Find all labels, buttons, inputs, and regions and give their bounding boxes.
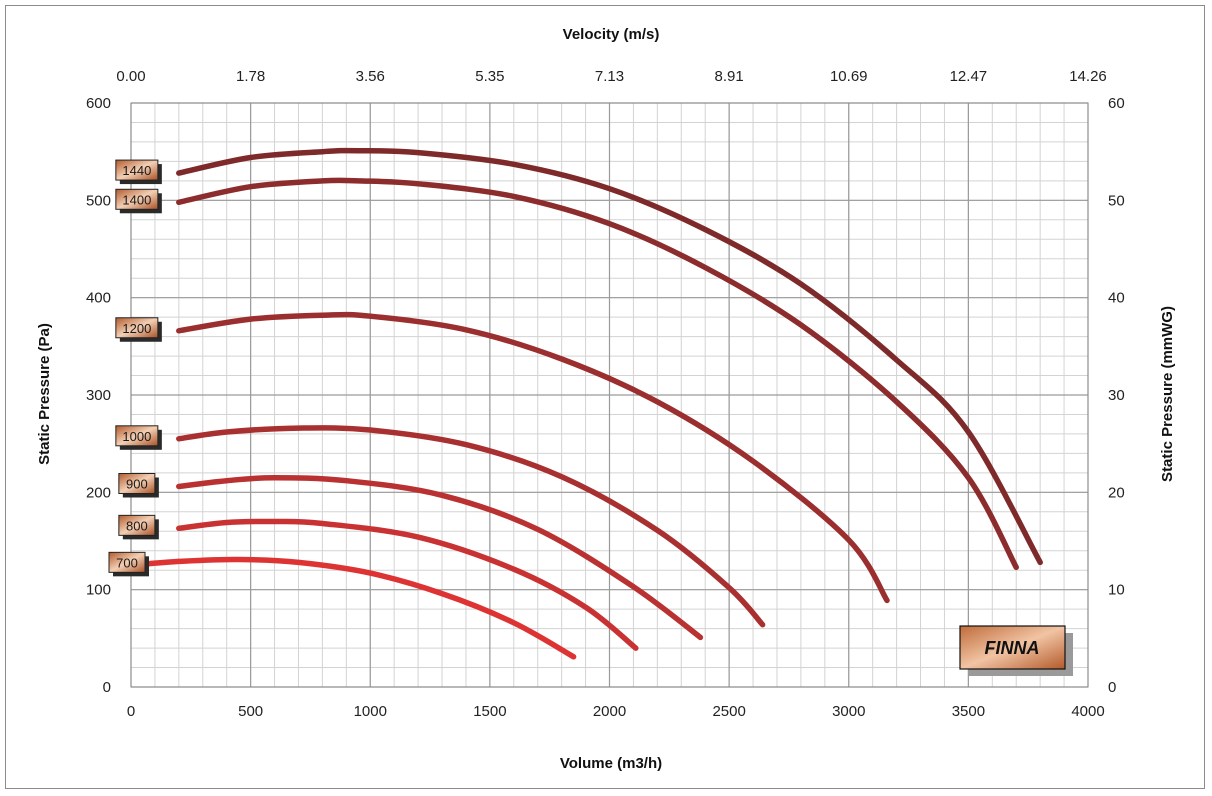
curve-label-1400: 1400 xyxy=(122,192,151,207)
velocity-tick-label: 14.26 xyxy=(1069,68,1107,85)
x-tick-label: 500 xyxy=(238,703,263,720)
curve-label-box xyxy=(118,472,156,494)
right-tick-label: 40 xyxy=(1108,290,1125,307)
x-axis-title: Volume (m3/h) xyxy=(560,755,662,772)
right-tick-label: 30 xyxy=(1108,387,1125,404)
x-axis-ticks: 0 500 1000 1500 2000 2500 3000 3500 4000 xyxy=(127,703,1105,720)
right-axis-title: Static Pressure (mmWG) xyxy=(1159,306,1176,482)
x-tick-label: 1000 xyxy=(354,703,387,720)
curve-label-900: 900 xyxy=(126,476,148,491)
brand-box xyxy=(959,625,1066,670)
curve-label-1200: 1200 xyxy=(122,321,151,336)
curve-label-box xyxy=(108,551,146,573)
y-tick-label: 300 xyxy=(86,387,111,404)
x-tick-label: 3500 xyxy=(952,703,985,720)
y-tick-label: 500 xyxy=(86,192,111,209)
curve-labels: 1440 1400 1200 1000 900 800 700 xyxy=(108,159,162,577)
right-tick-label: 20 xyxy=(1108,484,1125,501)
velocity-tick-label: 12.47 xyxy=(950,68,988,85)
velocity-tick-label: 0.00 xyxy=(116,68,145,85)
curve-1440 xyxy=(176,147,1043,566)
y-axis-ticks: 0 100 200 300 400 500 600 xyxy=(86,95,111,696)
curve-label-1000: 1000 xyxy=(122,429,151,444)
y-tick-label: 0 xyxy=(103,679,111,696)
right-tick-label: 10 xyxy=(1108,582,1125,599)
curve-1200 xyxy=(176,311,890,604)
brand-text: FINNA xyxy=(985,638,1040,658)
velocity-tick-label: 1.78 xyxy=(236,68,265,85)
curve-label-box xyxy=(115,425,159,447)
top-axis-title: Velocity (m/s) xyxy=(563,26,660,43)
fan-curves xyxy=(128,147,1043,660)
curve-label-box xyxy=(118,514,156,536)
right-axis-ticks: 0 10 20 30 40 50 60 xyxy=(1108,95,1125,696)
curve-700 xyxy=(128,556,577,660)
right-tick-label: 0 xyxy=(1108,679,1116,696)
curve-label-box xyxy=(115,159,159,181)
y-tick-label: 200 xyxy=(86,484,111,501)
right-tick-label: 60 xyxy=(1108,95,1125,112)
y-tick-label: 100 xyxy=(86,582,111,599)
curve-800 xyxy=(176,518,639,651)
curve-1000 xyxy=(176,425,766,628)
x-tick-label: 4000 xyxy=(1071,703,1104,720)
curve-label-box xyxy=(115,317,159,339)
velocity-tick-label: 5.35 xyxy=(475,68,504,85)
velocity-tick-label: 3.56 xyxy=(356,68,385,85)
x-tick-label: 3000 xyxy=(832,703,865,720)
brand-logo-box: FINNA xyxy=(959,625,1073,676)
curve-label-700: 700 xyxy=(116,555,138,570)
plot-area-border xyxy=(130,102,1089,688)
velocity-tick-label: 10.69 xyxy=(830,68,868,85)
x-tick-label: 2500 xyxy=(712,703,745,720)
curve-1400 xyxy=(176,177,1019,571)
top-velocity-axis-ticks: 0.00 1.78 3.56 5.35 7.13 8.91 10.69 12.47 14.26 xyxy=(116,68,1106,85)
chart-frame: 0 500 1000 1500 2000 2500 3000 3500 4000 0.00 1.7… xyxy=(5,5,1205,789)
y-tick-label: 600 xyxy=(86,95,111,112)
velocity-tick-label: 7.13 xyxy=(595,68,624,85)
curve-label-800: 800 xyxy=(126,518,148,533)
curve-label-1440: 1440 xyxy=(122,163,151,178)
curve-900 xyxy=(176,474,704,641)
y-tick-label: 400 xyxy=(86,290,111,307)
fan-performance-chart: 0 500 1000 1500 2000 2500 3000 3500 4000 0.00 1.7… xyxy=(36,26,1176,772)
x-tick-label: 1500 xyxy=(473,703,506,720)
y-axis-title: Static Pressure (Pa) xyxy=(36,323,53,465)
velocity-tick-label: 8.91 xyxy=(715,68,744,85)
x-tick-label: 0 xyxy=(127,703,135,720)
curve-label-box xyxy=(115,188,159,210)
x-tick-label: 2000 xyxy=(593,703,626,720)
right-tick-label: 50 xyxy=(1108,192,1125,209)
